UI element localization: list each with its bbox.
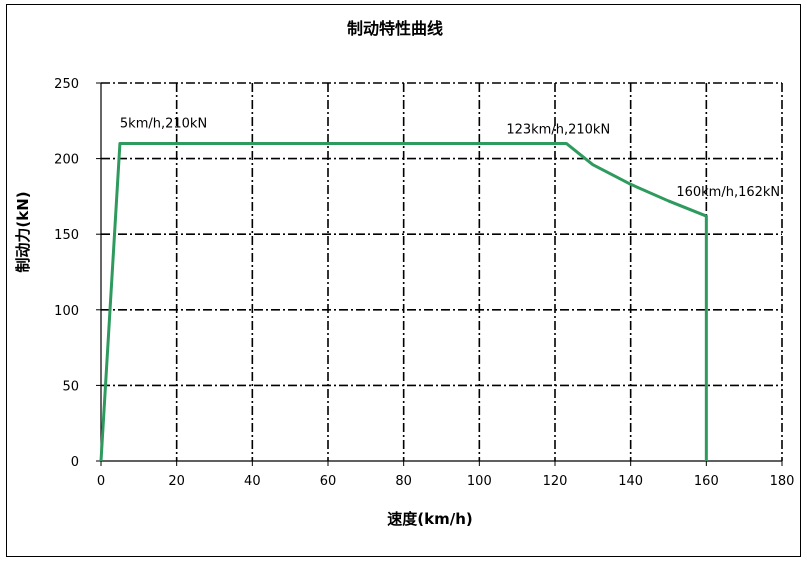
x-tick-label: 60 xyxy=(320,474,337,489)
ticks: 0 20 40 60 80 100 120 140 160 180 0 50 100 150 200 250 xyxy=(54,77,794,489)
annotations: 5km/h,210kN 123km/h,210kN 160km/h,162kN xyxy=(120,116,780,200)
y-tick-label: 0 xyxy=(71,455,79,470)
x-tick-label: 160 xyxy=(694,474,719,489)
y-tick-label: 50 xyxy=(62,379,79,394)
chart-title: 制动特性曲线 xyxy=(347,19,443,38)
x-tick-label: 0 xyxy=(97,474,105,489)
y-tick-label: 250 xyxy=(54,77,79,92)
braking-force-line xyxy=(99,141,708,462)
y-tick-label: 200 xyxy=(54,153,79,168)
x-axis-label: 速度(km/h) xyxy=(387,510,472,528)
y-tick-label: 150 xyxy=(54,228,79,243)
point-annotation: 123km/h,210kN xyxy=(506,122,610,137)
point-annotation: 5km/h,210kN xyxy=(120,116,207,131)
x-tick-label: 120 xyxy=(543,474,568,489)
y-tick-label: 100 xyxy=(54,304,79,319)
y-axis-label: 制动力(kN) xyxy=(14,191,32,272)
x-tick-label: 140 xyxy=(618,474,643,489)
x-tick-label: 80 xyxy=(395,474,412,489)
point-annotation: 160km/h,162kN xyxy=(676,185,780,200)
x-tick-label: 40 xyxy=(244,474,261,489)
x-tick-label: 180 xyxy=(770,474,795,489)
grid xyxy=(101,82,783,461)
axes xyxy=(100,83,782,462)
x-tick-label: 20 xyxy=(168,474,185,489)
series xyxy=(99,141,708,462)
x-tick-label: 100 xyxy=(467,474,492,489)
